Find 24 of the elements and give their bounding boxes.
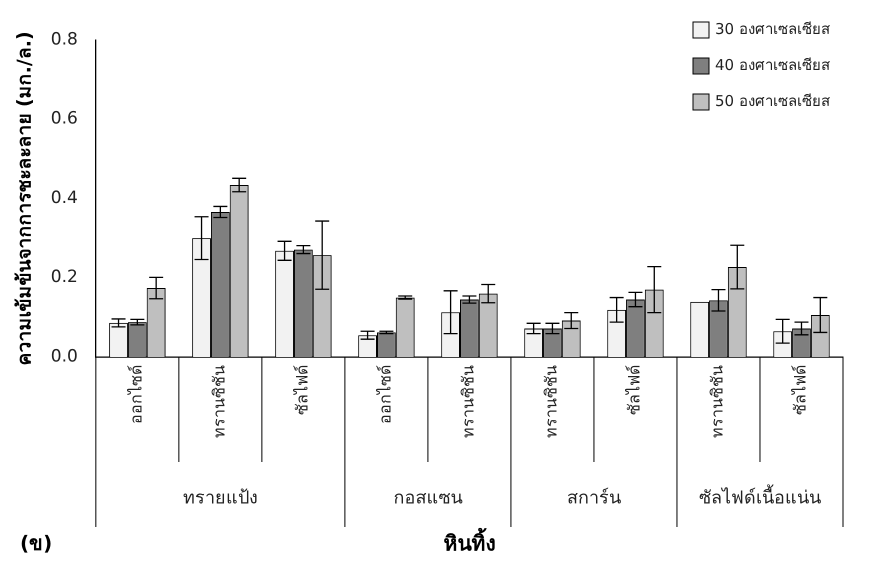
legend-label: 30 องศาเซลเซียส bbox=[715, 20, 830, 38]
x-tick-label: ทรานซิชัน bbox=[708, 365, 727, 438]
y-axis-title: ความเข้มข้นจากการชะละลาย (มก./ล.) bbox=[13, 31, 36, 366]
text: ทรายแป้ง bbox=[182, 488, 258, 509]
y-tick-label: 0.4 bbox=[50, 188, 78, 208]
legend-label: 50 องศาเซลเซียส bbox=[715, 92, 830, 110]
x-tick-label: ทรานซิชัน bbox=[210, 365, 229, 438]
y-tick-label: 0.8 bbox=[50, 29, 78, 50]
text: (ข) bbox=[20, 531, 52, 556]
legend-label: 40 องศาเซลเซียส bbox=[715, 56, 830, 74]
text: ซัลไฟด์เนื้อแน่น bbox=[698, 484, 821, 509]
x-tick-label: ออกไซด์ bbox=[376, 365, 395, 424]
x-tick-label: ทรานซิชัน bbox=[542, 365, 561, 438]
y-tick-label: 0.2 bbox=[50, 267, 78, 288]
y-tick-label: 0.6 bbox=[50, 108, 78, 129]
x-tick-label: ออกไซด์ bbox=[126, 365, 146, 424]
x-tick-label: ทรานซิชัน bbox=[458, 365, 478, 438]
text: สการ์น bbox=[566, 488, 621, 509]
y-tick-label: 0.0 bbox=[50, 346, 78, 366]
x-tick-label: ซัลไฟด์ bbox=[292, 365, 312, 415]
text: กอสแซน bbox=[393, 488, 462, 509]
x-tick-label: ซัลไฟด์ bbox=[624, 365, 644, 415]
x-axis-title: หินทิ้ง bbox=[443, 527, 496, 556]
x-tick-label: ซัลไฟด์ bbox=[790, 365, 810, 415]
